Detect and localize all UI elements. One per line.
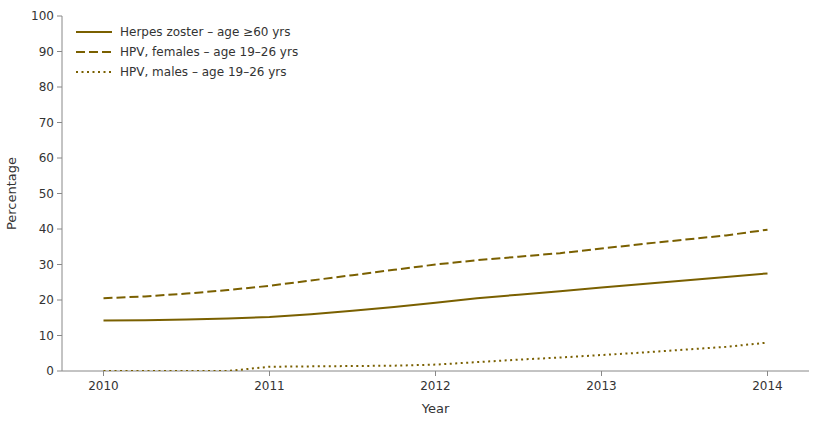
legend-swatch bbox=[76, 71, 112, 73]
y-tick bbox=[57, 122, 62, 123]
y-tick bbox=[57, 16, 62, 17]
y-tick bbox=[57, 229, 62, 230]
y-tick-label: 20 bbox=[39, 293, 54, 307]
x-axis-label: Year bbox=[421, 401, 450, 416]
series-line bbox=[104, 273, 768, 320]
y-tick bbox=[57, 193, 62, 194]
y-tick-label: 90 bbox=[39, 45, 54, 59]
y-tick-label: 10 bbox=[39, 329, 54, 343]
y-tick bbox=[57, 371, 62, 372]
y-tick-label: 80 bbox=[39, 80, 54, 94]
x-tick bbox=[103, 371, 104, 376]
axes: 2010 2011 2012 2013 2014 0 10 20 30 40 50 60 70 80 90 1… bbox=[31, 9, 809, 393]
y-tick-label: 50 bbox=[39, 187, 54, 201]
series-line bbox=[104, 230, 768, 299]
x-tick-label: 2010 bbox=[88, 379, 119, 393]
x-tick bbox=[601, 371, 602, 376]
x-tick bbox=[435, 371, 436, 376]
y-tick-label: 100 bbox=[31, 9, 54, 23]
legend-swatch bbox=[76, 51, 112, 53]
y-tick bbox=[57, 87, 62, 88]
legend-label: HPV, females – age 19–26 yrs bbox=[120, 45, 298, 59]
y-tick bbox=[57, 335, 62, 336]
chart: 2010 2011 2012 2013 2014 0 10 20 30 40 50 60 70 80 90 1… bbox=[0, 0, 831, 423]
y-tick bbox=[57, 158, 62, 159]
series-lines bbox=[104, 230, 768, 371]
x-tick bbox=[767, 371, 768, 376]
legend: Herpes zoster – age ≥60 yrs HPV, females … bbox=[76, 25, 298, 79]
y-tick-label: 0 bbox=[46, 364, 54, 378]
y-tick bbox=[57, 51, 62, 52]
y-tick bbox=[57, 300, 62, 301]
x-tick-label: 2011 bbox=[254, 379, 285, 393]
y-tick bbox=[57, 264, 62, 265]
x-tick-label: 2014 bbox=[752, 379, 783, 393]
y-axis-label: Percentage bbox=[4, 157, 19, 230]
legend-label: Herpes zoster – age ≥60 yrs bbox=[120, 25, 291, 39]
y-tick-label: 70 bbox=[39, 116, 54, 130]
x-tick-label: 2012 bbox=[420, 379, 451, 393]
series-line bbox=[104, 343, 768, 371]
legend-label: HPV, males – age 19–26 yrs bbox=[120, 65, 287, 79]
x-tick bbox=[269, 371, 270, 376]
y-tick-label: 60 bbox=[39, 151, 54, 165]
y-tick-label: 30 bbox=[39, 258, 54, 272]
y-tick-label: 40 bbox=[39, 222, 54, 236]
legend-swatch bbox=[76, 31, 112, 33]
x-tick-label: 2013 bbox=[586, 379, 617, 393]
